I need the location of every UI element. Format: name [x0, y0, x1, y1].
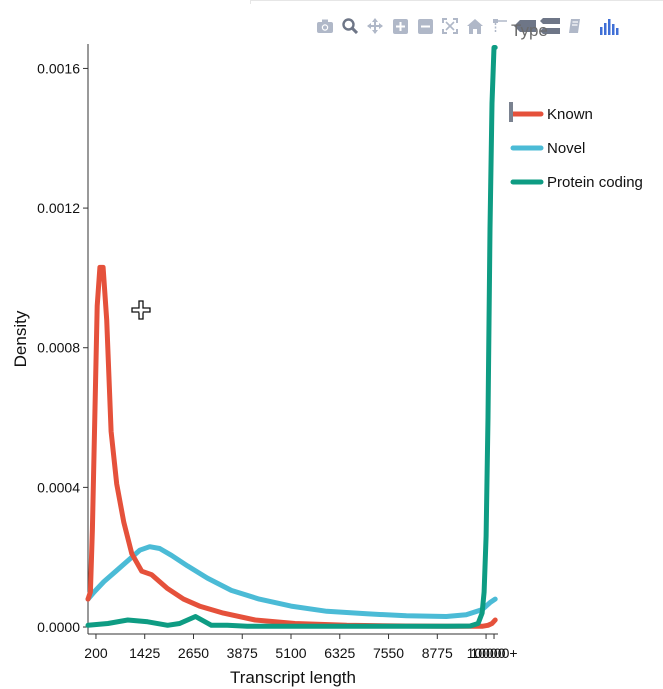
x-tick-label: 7550: [373, 645, 404, 661]
y-axis-title: Density: [11, 310, 30, 367]
legend-label: Novel: [547, 140, 585, 157]
crosshair-cursor-icon: [130, 300, 152, 322]
legend-item-protein-coding[interactable]: Protein coding: [510, 174, 643, 191]
legend-item-novel[interactable]: Novel: [510, 140, 585, 157]
home-icon[interactable]: [464, 15, 486, 37]
legend-item-known[interactable]: Known: [510, 106, 593, 123]
spike-lines-icon[interactable]: [489, 15, 511, 37]
x-axis-ticks: 200 1425 2650 3875 5100 6325 7550 8775 100001000…: [84, 634, 518, 661]
y-tick-label: 0.0000: [37, 619, 80, 635]
legend-label: Known: [547, 106, 593, 123]
zoom-out-icon[interactable]: [414, 15, 436, 37]
x-axis-title: Transcript length: [230, 668, 356, 687]
x-tick-label: 8775: [422, 645, 453, 661]
x-tick-label: 1425: [129, 645, 160, 661]
y-tick-label: 0.0008: [37, 340, 80, 356]
x-tick-label: 2650: [178, 645, 209, 661]
series-line-protein-coding[interactable]: [85, 45, 498, 629]
x-tick-label: 200: [84, 645, 108, 661]
y-tick-label: 0.0004: [37, 479, 80, 495]
hover-compare-icon[interactable]: [539, 15, 561, 37]
y-axis-ticks: 0.0000 0.0004 0.0008 0.0012 0.0016: [37, 60, 88, 635]
legend[interactable]: Type Known Novel Protein coding: [509, 21, 643, 191]
legend-label: Protein coding: [547, 174, 643, 191]
hover-closest-icon[interactable]: [514, 15, 536, 37]
legend-title: Type: [511, 21, 548, 40]
series-lines: [85, 45, 498, 629]
autoscale-icon[interactable]: [439, 15, 461, 37]
legend-scroll-handle[interactable]: [509, 102, 513, 122]
pan-icon[interactable]: [364, 15, 386, 37]
zoom-in-icon[interactable]: [389, 15, 411, 37]
x-tick-label: 3875: [227, 645, 258, 661]
container-border: [250, 0, 663, 4]
camera-icon[interactable]: [314, 15, 336, 37]
x-tick-label: 10000: [467, 645, 506, 661]
zoom-icon[interactable]: [339, 15, 361, 37]
series-line-novel[interactable]: [85, 544, 498, 619]
y-tick-label: 0.0016: [37, 60, 80, 76]
edit-in-chart-studio-icon[interactable]: [564, 15, 586, 37]
x-tick-label: 5100: [275, 645, 306, 661]
x-tick-label: 10000+: [470, 645, 517, 661]
modebar: [314, 14, 624, 38]
plotly-logo-icon[interactable]: [599, 15, 621, 37]
x-tick-label: 6325: [324, 645, 355, 661]
y-tick-label: 0.0012: [37, 200, 80, 216]
